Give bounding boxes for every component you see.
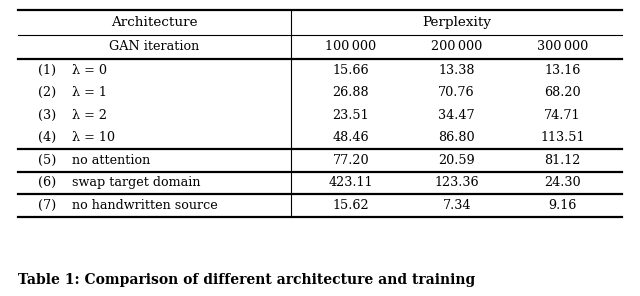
Text: 81.12: 81.12	[545, 154, 580, 167]
Text: GAN iteration: GAN iteration	[109, 41, 200, 53]
Text: swap target domain: swap target domain	[72, 176, 201, 189]
Text: 68.20: 68.20	[544, 86, 581, 99]
Text: 7.34: 7.34	[442, 199, 471, 212]
Text: 23.51: 23.51	[332, 109, 369, 122]
Text: 48.46: 48.46	[332, 131, 369, 144]
Text: (3): (3)	[38, 109, 56, 122]
Text: Architecture: Architecture	[111, 16, 198, 29]
Text: λ = 2: λ = 2	[72, 109, 108, 122]
Text: λ = 0: λ = 0	[72, 64, 108, 77]
Text: 70.76: 70.76	[438, 86, 475, 99]
Text: no attention: no attention	[72, 154, 150, 167]
Text: 15.66: 15.66	[332, 64, 369, 77]
Text: 100 000: 100 000	[325, 41, 376, 53]
Text: (7): (7)	[38, 199, 56, 212]
Text: 13.38: 13.38	[438, 64, 475, 77]
Text: Table 1: Comparison of different architecture and training: Table 1: Comparison of different archite…	[18, 273, 475, 287]
Text: 34.47: 34.47	[438, 109, 475, 122]
Text: (5): (5)	[38, 154, 56, 167]
Text: 123.36: 123.36	[435, 176, 479, 189]
Text: 9.16: 9.16	[548, 199, 577, 212]
Text: (4): (4)	[38, 131, 56, 144]
Text: 74.71: 74.71	[544, 109, 580, 122]
Text: 86.80: 86.80	[438, 131, 475, 144]
Text: (6): (6)	[38, 176, 56, 189]
Text: 26.88: 26.88	[332, 86, 369, 99]
Text: 200 000: 200 000	[431, 41, 483, 53]
Text: λ = 1: λ = 1	[72, 86, 107, 99]
Text: 113.51: 113.51	[540, 131, 585, 144]
Text: 77.20: 77.20	[332, 154, 369, 167]
Text: 15.62: 15.62	[332, 199, 369, 212]
Text: λ = 10: λ = 10	[72, 131, 115, 144]
Text: Perplexity: Perplexity	[422, 16, 491, 29]
Text: (2): (2)	[38, 86, 56, 99]
Text: 13.16: 13.16	[545, 64, 580, 77]
Text: 20.59: 20.59	[438, 154, 475, 167]
Text: 300 000: 300 000	[537, 41, 588, 53]
Text: 423.11: 423.11	[328, 176, 373, 189]
Text: (1): (1)	[38, 64, 56, 77]
Text: no handwritten source: no handwritten source	[72, 199, 218, 212]
Text: 24.30: 24.30	[544, 176, 581, 189]
